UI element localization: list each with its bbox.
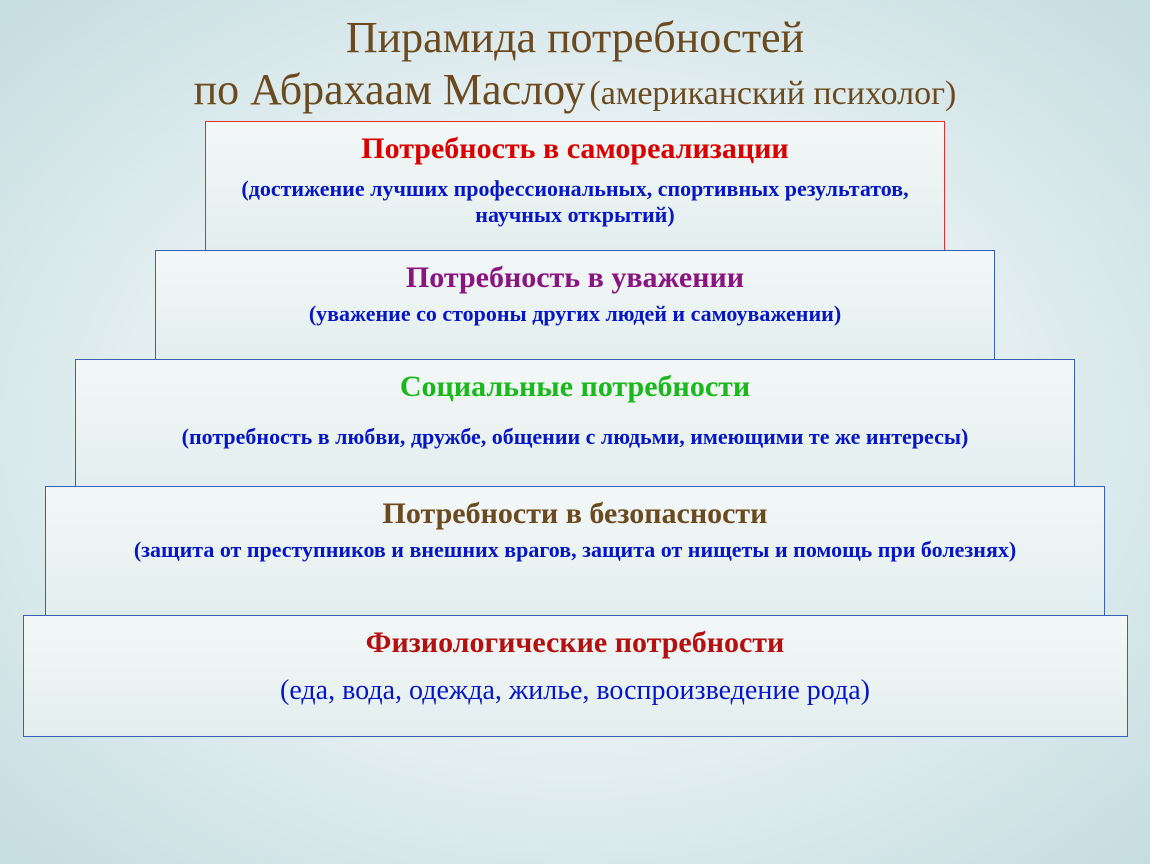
pyramid-level-3-social: Социальные потребности (потребность в лю…: [75, 359, 1075, 487]
level-description: (достижение лучших профессиональных, спо…: [218, 176, 932, 229]
level-description: (защита от преступников и внешних врагов…: [58, 537, 1092, 563]
level-title: Потребности в безопасности: [58, 497, 1092, 531]
pyramid: Потребность в самореализации (достижение…: [0, 122, 1150, 737]
slide-title: Пирамида потребностей по Абрахаам Маслоу…: [0, 0, 1150, 116]
title-line2: по Абрахаам Маслоу: [194, 65, 586, 114]
pyramid-level-5-self-actualization: Потребность в самореализации (достижение…: [205, 121, 945, 251]
pyramid-level-1-physiological: Физиологические потребности (еда, вода, …: [23, 615, 1128, 737]
title-subtitle: (американский психолог): [589, 75, 956, 112]
pyramid-level-4-esteem: Потребность в уважении (уважение со стор…: [155, 250, 995, 360]
title-line1: Пирамида потребностей: [346, 13, 804, 62]
level-description: (еда, вода, одежда, жилье, воспроизведен…: [36, 674, 1115, 708]
level-title: Физиологические потребности: [36, 626, 1115, 660]
level-title: Социальные потребности: [88, 370, 1062, 404]
level-description: (потребность в любви, дружбе, общении с …: [88, 424, 1062, 450]
level-title: Потребность в уважении: [168, 261, 982, 295]
level-title: Потребность в самореализации: [218, 132, 932, 166]
pyramid-level-2-safety: Потребности в безопасности (защита от пр…: [45, 486, 1105, 616]
level-description: (уважение со стороны других людей и само…: [168, 301, 982, 327]
